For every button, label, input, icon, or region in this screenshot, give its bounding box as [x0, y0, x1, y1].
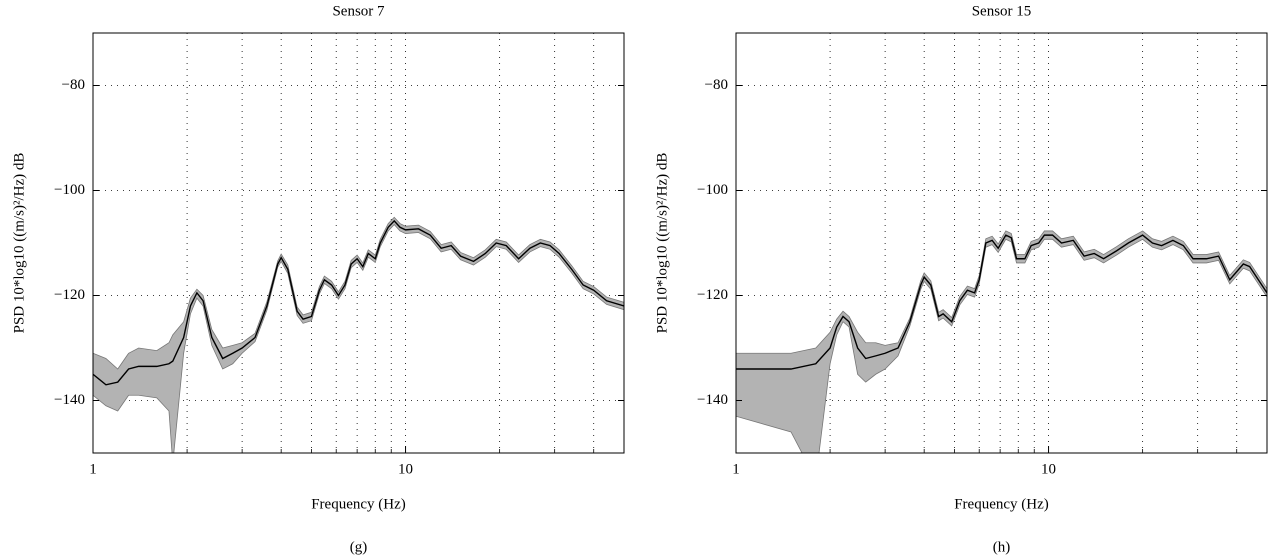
psd-line	[93, 219, 624, 386]
y-tick-label: −120	[54, 287, 85, 303]
panel: −140 −120 −100 −80 1 10 Sensor 7 Frequency (Hz)…	[11, 3, 625, 555]
x-tick-label: 1	[732, 461, 740, 477]
y-tick-label: −140	[54, 392, 85, 408]
x-tick-label: 10	[1041, 461, 1056, 477]
y-tick-label: −100	[54, 182, 85, 198]
y-tick-label: −140	[697, 392, 728, 408]
y-tick-label: −120	[697, 287, 728, 303]
chart-title: Sensor 7	[332, 3, 385, 19]
x-tick-label: 1	[89, 461, 97, 477]
psd-line	[736, 234, 1267, 370]
plot-frame	[735, 32, 1268, 454]
panel: −140 −120 −100 −80 1 10 Sensor 15 Frequency (Hz…	[654, 3, 1268, 555]
x-axis-label: Frequency (Hz)	[311, 496, 406, 512]
x-axis-label: Frequency (Hz)	[954, 496, 1049, 512]
y-tick-label: −80	[705, 77, 728, 93]
chart-title: Sensor 15	[972, 3, 1032, 19]
y-tick-label: −100	[697, 182, 728, 198]
y-axis-label: PSD 10*log10 ((m/s)²/Hz) dB	[11, 153, 27, 334]
y-tick-label: −80	[62, 77, 85, 93]
x-tick-label: 10	[398, 461, 413, 477]
caption: (g)	[350, 539, 368, 555]
confidence-band	[736, 230, 1267, 453]
caption: (h)	[993, 539, 1011, 555]
plot-frame	[92, 32, 625, 454]
y-axis-label: PSD 10*log10 ((m/s)²/Hz) dB	[654, 153, 670, 334]
confidence-band	[93, 216, 624, 453]
